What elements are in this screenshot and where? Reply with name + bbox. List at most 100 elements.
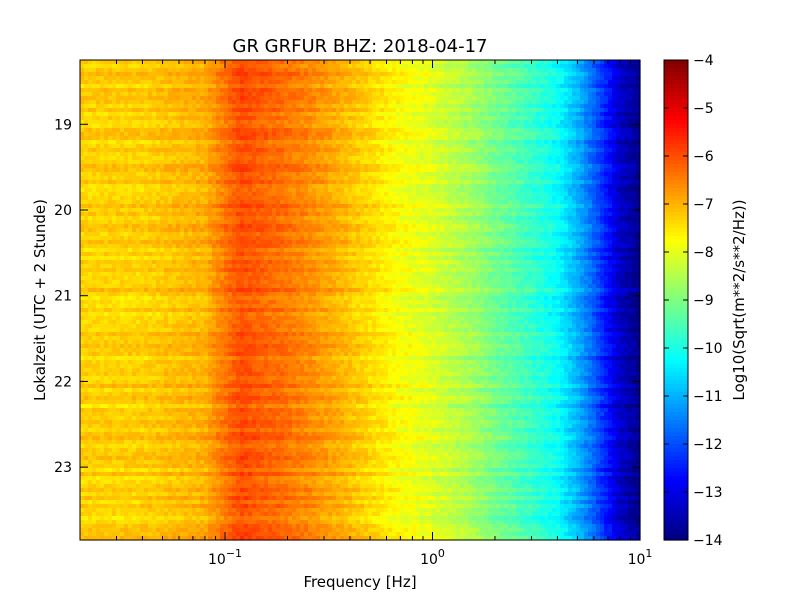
heatmap-cell (188, 152, 193, 157)
heatmap-cell (144, 124, 149, 129)
heatmap-cell (556, 80, 561, 85)
heatmap-cell (480, 76, 485, 81)
heatmap-cell (428, 192, 433, 197)
heatmap-cell (352, 136, 357, 141)
heatmap-cell (404, 76, 409, 81)
heatmap-cell (304, 160, 309, 165)
heatmap-cell (176, 164, 181, 169)
heatmap-cell (80, 176, 85, 181)
heatmap-cell (220, 96, 225, 101)
heatmap-cell (184, 136, 189, 141)
heatmap-cell (464, 72, 469, 77)
heatmap-cell (240, 188, 245, 193)
heatmap-cell (152, 148, 157, 153)
heatmap-cell (428, 72, 433, 77)
heatmap-cell (340, 92, 345, 97)
heatmap-cell (168, 136, 173, 141)
heatmap-cell (148, 144, 153, 149)
heatmap-cell (232, 132, 237, 137)
heatmap-cell (148, 136, 153, 141)
heatmap-cell (324, 116, 329, 121)
heatmap-cell (388, 160, 393, 165)
heatmap-cell (452, 88, 457, 93)
heatmap-cell (504, 116, 509, 121)
heatmap-cell (240, 100, 245, 105)
heatmap-cell (564, 68, 569, 73)
heatmap-cell (96, 148, 101, 153)
heatmap-cell (124, 60, 129, 65)
heatmap-cell (180, 160, 185, 165)
heatmap-cell (604, 188, 609, 193)
heatmap-cell (512, 176, 517, 181)
heatmap-cell (136, 144, 141, 149)
heatmap-cell (424, 128, 429, 133)
heatmap-cell (388, 76, 393, 81)
heatmap-cell (536, 92, 541, 97)
heatmap-cell (476, 96, 481, 101)
heatmap-cell (196, 112, 201, 117)
heatmap-cell (168, 196, 173, 201)
heatmap-cell (108, 68, 113, 73)
heatmap-cell (548, 124, 553, 129)
heatmap-cell (560, 164, 565, 169)
heatmap-cell (240, 80, 245, 85)
heatmap-cell (468, 132, 473, 137)
heatmap-cell (540, 76, 545, 81)
heatmap-cell (248, 108, 253, 113)
heatmap-cell (144, 96, 149, 101)
heatmap-cell (404, 88, 409, 93)
heatmap-cell (228, 108, 233, 113)
heatmap-cell (472, 116, 477, 121)
heatmap-cell (300, 136, 305, 141)
heatmap-cell (200, 200, 205, 205)
heatmap-cell (548, 88, 553, 93)
heatmap-cell (240, 88, 245, 93)
heatmap-cell (208, 152, 213, 157)
heatmap-cell (500, 96, 505, 101)
heatmap-cell (308, 120, 313, 125)
heatmap-cell (296, 84, 301, 89)
heatmap-cell (308, 152, 313, 157)
heatmap-cell (512, 84, 517, 89)
heatmap-cell (456, 72, 461, 77)
heatmap-cell (84, 112, 89, 117)
heatmap-cell (548, 80, 553, 85)
heatmap-cell (380, 192, 385, 197)
heatmap-cell (212, 156, 217, 161)
heatmap-cell (248, 180, 253, 185)
heatmap-cell (624, 124, 629, 129)
heatmap-cell (208, 84, 213, 89)
heatmap-cell (480, 156, 485, 161)
heatmap-cell (376, 76, 381, 81)
heatmap-cell (568, 156, 573, 161)
heatmap-cell (340, 140, 345, 145)
heatmap-cell (276, 84, 281, 89)
heatmap-cell (148, 76, 153, 81)
heatmap-cell (496, 104, 501, 109)
heatmap-cell (420, 188, 425, 193)
heatmap-cell (524, 196, 529, 201)
heatmap-cell (332, 192, 337, 197)
heatmap-cell (400, 180, 405, 185)
heatmap-cell (296, 76, 301, 81)
heatmap-cell (228, 200, 233, 205)
heatmap-cell (624, 164, 629, 169)
heatmap-cell (520, 184, 525, 189)
heatmap-cell (208, 128, 213, 133)
heatmap-cell (464, 188, 469, 193)
heatmap-cell (352, 144, 357, 149)
heatmap-cell (128, 168, 133, 173)
heatmap-cell (516, 144, 521, 149)
heatmap-cell (572, 72, 577, 77)
heatmap-cell (184, 128, 189, 133)
heatmap-cell (604, 116, 609, 121)
heatmap-cell (216, 152, 221, 157)
heatmap-cell (540, 176, 545, 181)
heatmap-cell (512, 116, 517, 121)
heatmap-cell (300, 144, 305, 149)
heatmap-cell (396, 144, 401, 149)
heatmap-cell (416, 148, 421, 153)
heatmap-cell (396, 124, 401, 129)
heatmap-cell (592, 140, 597, 145)
heatmap-cell (204, 124, 209, 129)
